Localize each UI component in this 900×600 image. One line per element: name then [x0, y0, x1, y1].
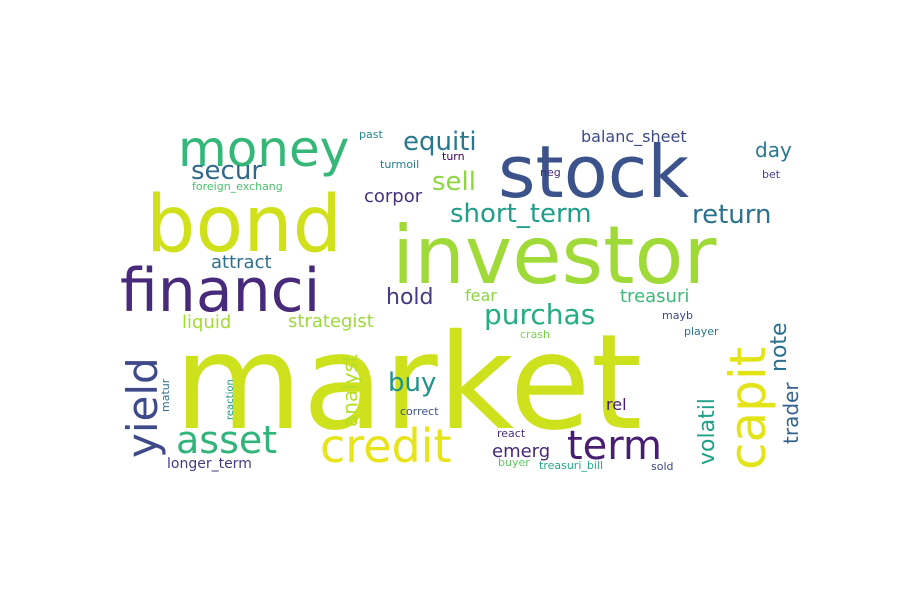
word-buyer: buyer: [498, 456, 530, 469]
word-corpor: corpor: [364, 186, 423, 207]
word-term: term: [567, 423, 662, 469]
word-money: money: [178, 120, 349, 178]
word-return: return: [692, 200, 772, 230]
word-hold: hold: [386, 285, 433, 310]
word-liquid: liquid: [182, 312, 231, 333]
word-balanc-sheet: balanc_sheet: [581, 127, 687, 147]
word-note: note: [767, 322, 792, 372]
word-analyst: analyst: [338, 354, 362, 427]
word-investor: investor: [392, 209, 716, 302]
word-asset: asset: [176, 418, 277, 462]
word-react: react: [497, 427, 526, 440]
word-bet: bet: [762, 168, 781, 181]
word-crash: crash: [520, 328, 550, 341]
word-market: market: [174, 306, 642, 460]
word-trader: trader: [779, 382, 803, 444]
word-reaction: reaction: [225, 379, 236, 420]
word-mayb: mayb: [662, 309, 693, 322]
word-buy: buy: [388, 368, 436, 398]
word-neg: neg: [540, 166, 561, 179]
word-emerg: emerg: [492, 441, 550, 462]
word-purchas: purchas: [484, 298, 595, 331]
word-treasuri: treasuri: [620, 286, 689, 307]
word-correct: correct: [400, 405, 439, 418]
word-matur: matur: [159, 378, 172, 412]
word-secur: secur: [191, 156, 262, 186]
word-fear: fear: [465, 286, 497, 305]
word-equiti: equiti: [403, 127, 477, 157]
word-treasuri-bill: treasuri_bill: [539, 459, 603, 472]
word-past: past: [359, 128, 383, 141]
word-day: day: [755, 138, 792, 162]
word-capit: capit: [719, 347, 777, 470]
word-player: player: [684, 325, 719, 338]
word-attract: attract: [211, 252, 272, 273]
word-volatil: volatil: [695, 398, 720, 465]
word-bond: bond: [146, 180, 342, 270]
word-turmoil: turmoil: [380, 158, 419, 171]
word-strategist: strategist: [288, 311, 374, 332]
word-longer-term: longer_term: [167, 456, 252, 472]
word-credit: credit: [320, 419, 452, 473]
word-turn: turn: [442, 150, 465, 163]
word-financi: financi: [120, 256, 320, 326]
word-stock: stock: [498, 130, 689, 214]
word-sold: sold: [651, 460, 674, 473]
word-sell: sell: [432, 167, 476, 197]
word-rel: rel: [606, 395, 627, 414]
word-short-term: short_term: [450, 199, 592, 229]
word-yield: yield: [118, 357, 167, 458]
word-foreign-exchang: foreign_exchang: [192, 180, 283, 193]
